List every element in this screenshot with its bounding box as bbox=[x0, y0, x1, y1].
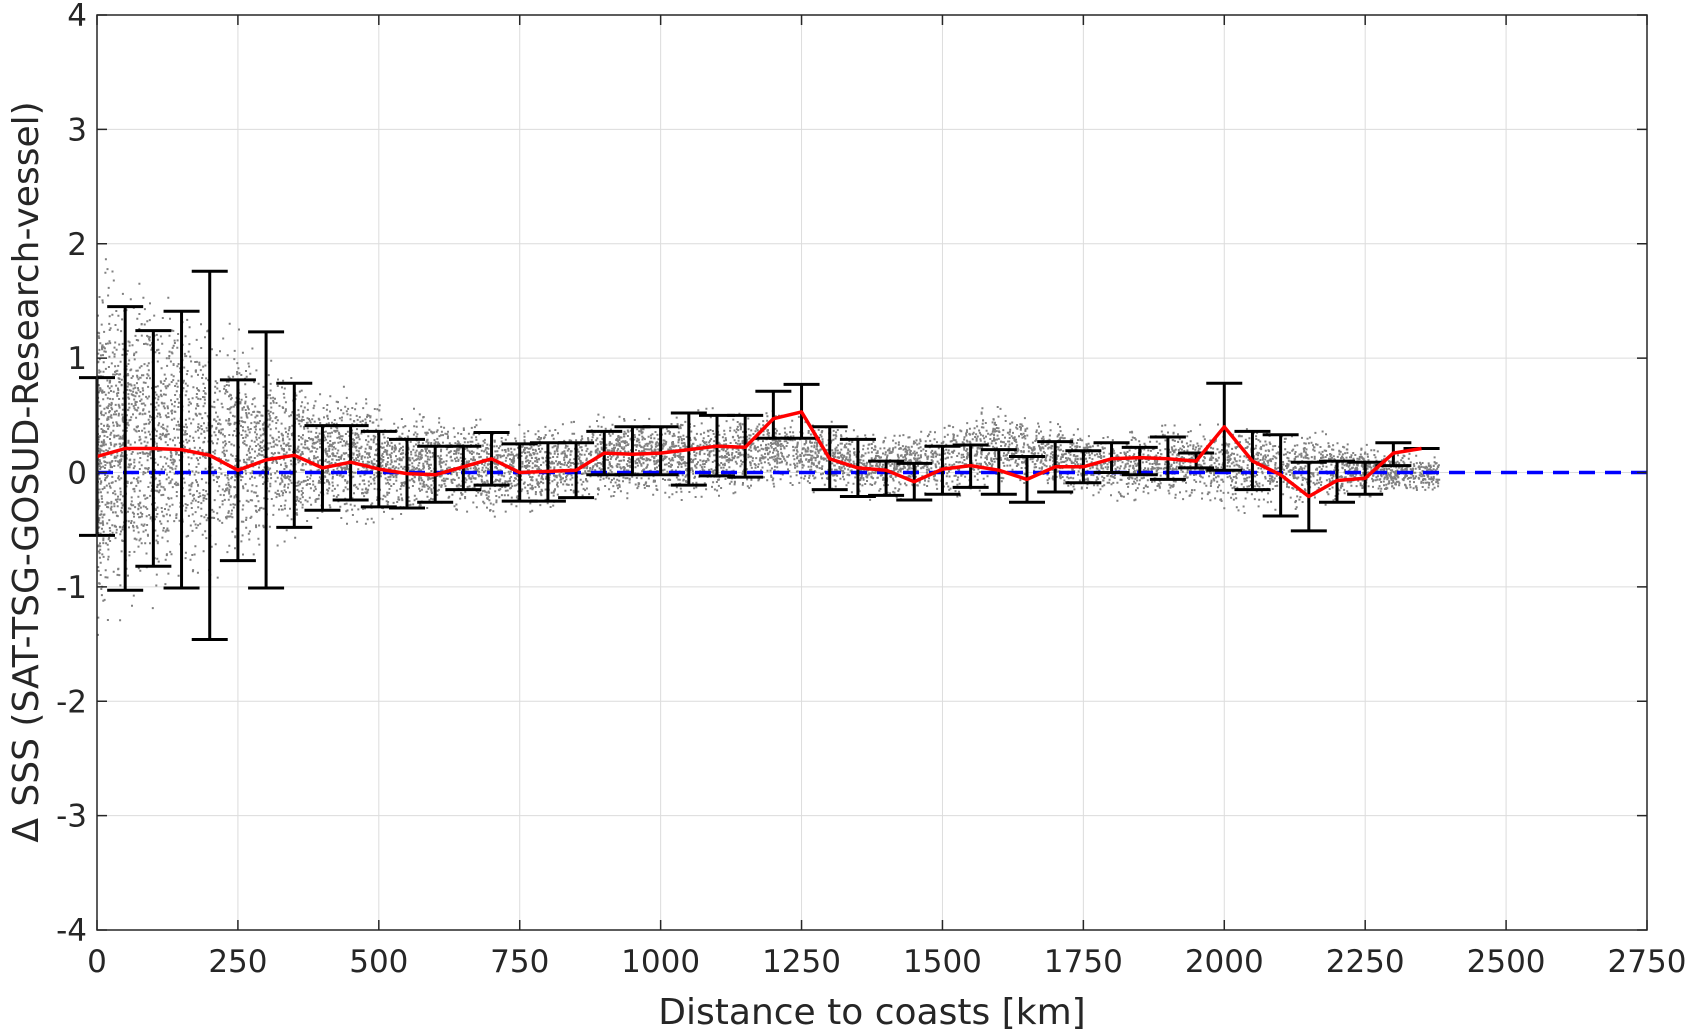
error-bar bbox=[868, 459, 905, 497]
scatter-cloud bbox=[97, 258, 1441, 636]
x-tick-label: 750 bbox=[490, 944, 549, 980]
error-bar bbox=[642, 425, 679, 477]
y-tick-label: -2 bbox=[56, 684, 87, 720]
x-tick-label: 250 bbox=[208, 944, 267, 980]
mean-line bbox=[96, 410, 1422, 499]
y-tick-label: 4 bbox=[67, 0, 87, 34]
x-tick-label: 0 bbox=[87, 944, 107, 980]
y-tick-label: -3 bbox=[56, 799, 87, 835]
x-tick-label: 2500 bbox=[1467, 944, 1546, 980]
x-tick-label: 1750 bbox=[1044, 944, 1123, 980]
y-tick-label: 2 bbox=[67, 227, 87, 263]
x-axis-label: Distance to coasts [km] bbox=[658, 992, 1085, 1033]
y-tick-label: 0 bbox=[67, 456, 87, 492]
y-tick-label: 1 bbox=[67, 341, 87, 377]
x-tick-label: 2000 bbox=[1185, 944, 1264, 980]
scatter-points bbox=[97, 258, 1441, 636]
error-bar bbox=[1121, 445, 1158, 477]
x-tick-label: 2750 bbox=[1608, 944, 1687, 980]
y-axis-label: Δ SSS (SAT-TSG-GOSUD-Research-vessel) bbox=[6, 101, 47, 842]
x-tick-label: 2250 bbox=[1326, 944, 1405, 980]
x-tick-label: 500 bbox=[349, 944, 408, 980]
y-tick-label: -1 bbox=[56, 570, 87, 606]
y-tick-label: -4 bbox=[56, 913, 87, 949]
y-tick-label: 3 bbox=[67, 112, 87, 148]
error-bars bbox=[79, 269, 1440, 641]
x-tick-label: 1250 bbox=[762, 944, 841, 980]
axis-ticks: 0 250 500 750 1000 1250 1500 1750 2000 2250 2500 27… bbox=[56, 0, 1686, 980]
x-tick-label: 1000 bbox=[621, 944, 700, 980]
x-tick-label: 1500 bbox=[903, 944, 982, 980]
